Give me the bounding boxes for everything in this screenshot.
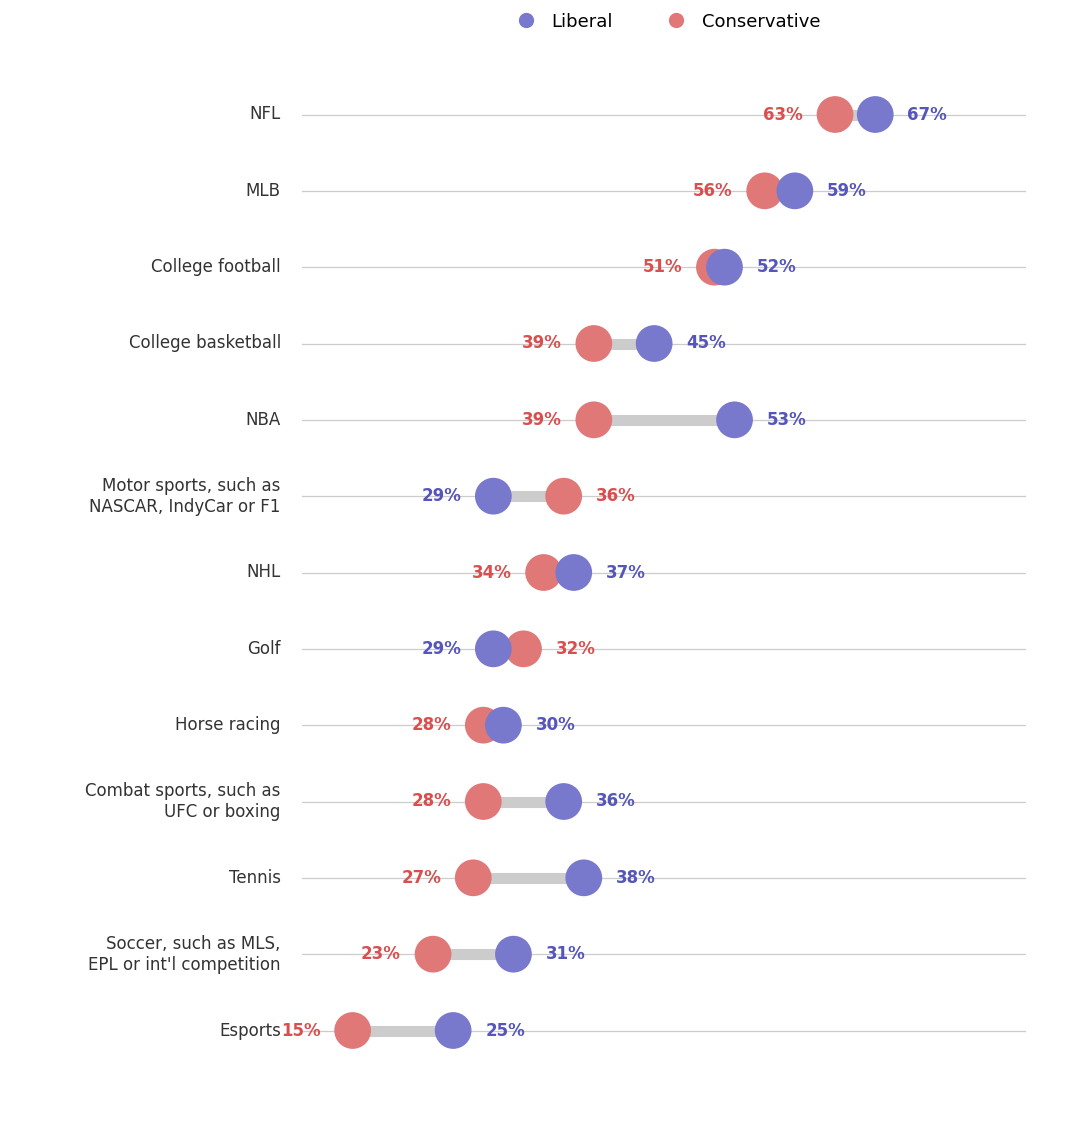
Text: MLB: MLB <box>246 182 281 200</box>
Point <box>504 945 522 963</box>
Point <box>424 945 442 963</box>
Text: 15%: 15% <box>281 1021 321 1040</box>
Text: Esports: Esports <box>219 1021 281 1040</box>
Text: 28%: 28% <box>411 716 451 734</box>
Text: 52%: 52% <box>757 258 796 276</box>
Text: 30%: 30% <box>536 716 576 734</box>
Text: 34%: 34% <box>472 563 512 582</box>
Point <box>726 411 743 429</box>
Text: 39%: 39% <box>522 411 562 429</box>
Text: NBA: NBA <box>245 411 281 429</box>
Text: 27%: 27% <box>401 869 441 887</box>
Text: NHL: NHL <box>246 563 281 582</box>
Text: 67%: 67% <box>907 105 947 124</box>
Point <box>485 487 502 505</box>
Text: Combat sports, such as
UFC or boxing: Combat sports, such as UFC or boxing <box>85 782 281 821</box>
Point <box>475 716 492 734</box>
Text: 25%: 25% <box>485 1021 525 1040</box>
Point <box>485 640 502 658</box>
Point <box>866 105 883 124</box>
Point <box>475 792 492 811</box>
Point <box>706 258 724 276</box>
Text: 39%: 39% <box>522 334 562 353</box>
Text: NFL: NFL <box>249 105 281 124</box>
Point <box>535 563 552 582</box>
Point <box>786 182 804 200</box>
Text: 53%: 53% <box>767 411 807 429</box>
Text: 36%: 36% <box>596 487 636 505</box>
Point <box>555 792 572 811</box>
Text: 63%: 63% <box>764 105 802 124</box>
Text: 29%: 29% <box>421 487 461 505</box>
Text: 56%: 56% <box>693 182 732 200</box>
Text: 51%: 51% <box>643 258 683 276</box>
Point <box>716 258 733 276</box>
Text: 36%: 36% <box>596 792 636 811</box>
Legend: Liberal, Conservative: Liberal, Conservative <box>501 6 827 38</box>
Text: College basketball: College basketball <box>129 334 281 353</box>
Text: 38%: 38% <box>616 869 656 887</box>
Point <box>464 869 482 887</box>
Point <box>345 1021 362 1040</box>
Point <box>646 334 663 353</box>
Point <box>826 105 843 124</box>
Text: Soccer, such as MLS,
EPL or int'l competition: Soccer, such as MLS, EPL or int'l compet… <box>89 934 281 973</box>
Text: 32%: 32% <box>556 640 595 658</box>
Point <box>495 716 512 734</box>
Text: 37%: 37% <box>606 563 646 582</box>
Text: Horse racing: Horse racing <box>175 716 281 734</box>
Text: 59%: 59% <box>827 182 867 200</box>
Point <box>565 563 582 582</box>
Text: College football: College football <box>151 258 281 276</box>
Point <box>576 869 593 887</box>
Text: 23%: 23% <box>361 945 401 963</box>
Text: 45%: 45% <box>686 334 726 353</box>
Text: Motor sports, such as
NASCAR, IndyCar or F1: Motor sports, such as NASCAR, IndyCar or… <box>90 476 281 515</box>
Text: Tennis: Tennis <box>229 869 281 887</box>
Text: 28%: 28% <box>411 792 451 811</box>
Text: 29%: 29% <box>421 640 461 658</box>
Point <box>515 640 532 658</box>
Point <box>585 411 603 429</box>
Point <box>445 1021 462 1040</box>
Text: Golf: Golf <box>247 640 281 658</box>
Point <box>555 487 572 505</box>
Text: 31%: 31% <box>545 945 585 963</box>
Point <box>756 182 773 200</box>
Point <box>585 334 603 353</box>
